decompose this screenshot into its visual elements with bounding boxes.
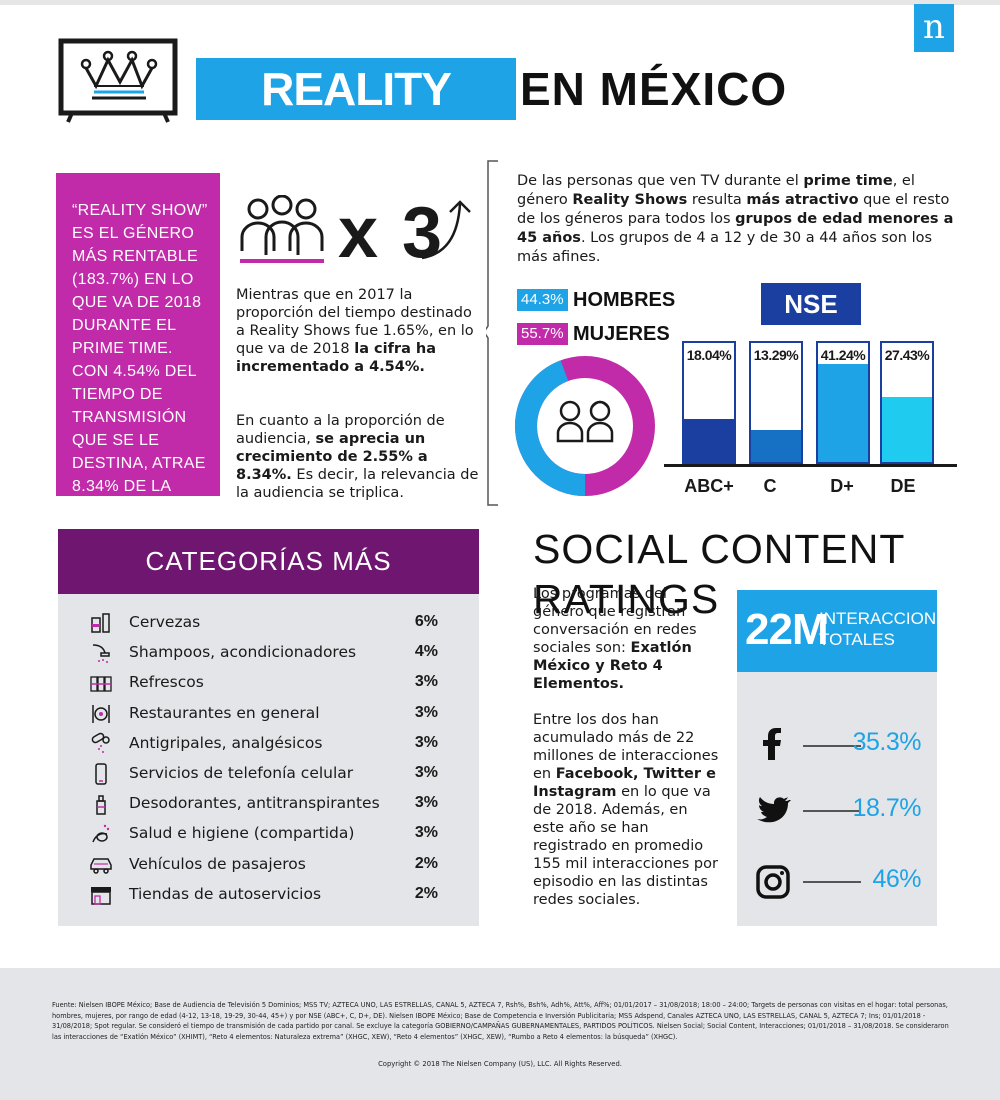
phone-icon [95,763,107,785]
audience-proportion-text: En cuanto a la proporción de audiencia, … [236,413,479,501]
store-icon [91,886,111,905]
shower-icon [92,644,110,664]
tv-crown-icon [58,38,178,123]
category-pct: 2% [414,884,438,902]
category-row: Shampoos, acondicionadores 4% [58,638,479,668]
total-interactions-value: 22M [745,605,829,654]
multiplier-text: x 3 [338,193,445,273]
category-row: Cervezas 6% [58,608,479,638]
women-pct-badge: 55.7% [517,323,568,345]
social-interactions-text: Entre los dos han acumulado más de 22 mi… [533,712,719,908]
category-pct: 3% [414,764,438,781]
men-pct-badge: 44.3% [517,289,568,311]
nse-bar-abc-plus: 18.04% [682,341,736,464]
age-groups-text: De las personas que ven TV durante el pr… [517,173,954,265]
category-row: Desodorantes, antitranspirantes 3% [58,789,479,819]
women-label: MUJERES [573,323,670,345]
category-name: Cervezas [129,613,201,631]
time-proportion-text: Mientras que en 2017 la proporción del t… [236,287,474,375]
nse-bar-c: 13.29% [749,341,803,464]
categories-list: Cervezas 6% Shampoos, acondicionadores 4% Re… [58,594,479,926]
hygiene-icon [92,825,110,843]
category-name: Desodorantes, antitranspirantes [129,794,380,813]
category-pct: 6% [414,613,438,630]
nse-bar-fill [751,430,801,462]
category-row: Servicios de telefonía celular 3% [58,759,479,789]
category-name: Shampoos, acondicionadores [129,643,357,662]
top-divider [0,0,1000,5]
category-name: Tiendas de autoservicios [129,884,322,903]
category-pct: 3% [414,703,438,721]
nse-bar-value: 13.29% [753,347,799,363]
nse-category-label: ABC+ [684,476,734,496]
category-pct: 3% [414,673,438,691]
people-icon [240,195,324,263]
nse-bar-fill [818,363,868,462]
category-row: Refrescos 3% [58,668,479,698]
title-rest: EN MÉXICO [520,63,788,115]
nse-bar-value: 41.24% [820,347,866,363]
arrow-up-icon [421,200,471,260]
nse-bar-d-plus: 41.24% [816,341,870,464]
facebook-pct: 35.3% [852,728,922,756]
total-interactions-label: INTERACCIONES TOTALES [819,609,959,649]
nse-bar-fill [882,396,932,462]
category-name: Restaurantes en general [129,703,320,722]
facebook-icon [763,728,781,760]
category-pct: 2% [414,854,438,872]
category-row: Vehículos de pasajeros 2% [58,850,479,880]
footer-copyright: Copyright © 2018 The Nielsen Company (US… [378,1060,622,1068]
category-name: Vehículos de pasajeros [129,854,306,873]
soda-icon [90,676,112,693]
category-pct: 3% [414,824,438,842]
category-row: Salud e higiene (compartida) 3% [58,819,479,849]
nse-category-label: C [763,476,777,496]
social-networks-panel: 35.3% 18.7% 46% [737,672,937,926]
footer [0,968,1000,1100]
nse-category-label: DE [890,476,916,496]
category-row: Restaurantes en general 3% [58,699,479,729]
social-ratings-title: SOCIAL CONTENT RATINGS [533,526,905,622]
category-row: Tiendas de autoservicios 2% [58,880,479,910]
restaurant-icon [92,704,110,723]
nse-title: NSE [761,283,861,325]
facebook-connector [803,745,861,747]
gender-donut-chart [515,356,655,496]
instagram-pct: 46% [872,865,921,893]
instagram-connector [803,881,861,883]
categories-title: CATEGORÍAS MÁS ANUNCIADAS [58,529,479,641]
footer-source: Fuente: Nielsen IBOPE México; Base de Au… [52,1001,949,1041]
twitter-pct: 18.7% [852,794,922,822]
nse-bar-value: 27.43% [884,347,930,363]
category-name: Refrescos [129,673,204,692]
category-name: Antigripales, analgésicos [129,733,323,752]
category-pct: 3% [414,794,438,812]
social-programs-text: Los programas del género que registran c… [533,586,697,692]
nse-bar-fill [684,419,734,462]
category-pct: 4% [414,643,438,661]
total-interactions-box: 22M INTERACCIONES TOTALES [737,590,959,672]
beer-icon [91,613,110,633]
nse-bar-value: 18.04% [686,347,732,363]
nse-category-label: D+ [830,476,854,496]
twitter-connector [803,810,861,812]
bracket-divider [486,160,498,506]
category-name: Salud e higiene (compartida) [129,824,355,843]
nielsen-logo: n [914,4,954,52]
nse-bar-de: 27.43% [880,341,934,464]
pills-icon [91,732,110,753]
twitter-icon [757,797,791,823]
instagram-icon [756,865,790,899]
car-icon [90,857,112,874]
deodorant-icon [96,795,106,815]
category-pct: 3% [414,733,438,751]
category-name: Servicios de telefonía celular [129,764,354,782]
category-row: Antigripales, analgésicos 3% [58,729,479,759]
couple-icon [556,400,614,443]
title-highlight: REALITY SHOWS [196,58,516,177]
nse-axis [664,464,957,467]
intro-highlight-box: “REALITY SHOW” ES EL GÉNERO MÁS RENTABLE… [56,173,220,541]
men-slice [515,356,655,496]
men-label: HOMBRES [573,289,676,311]
